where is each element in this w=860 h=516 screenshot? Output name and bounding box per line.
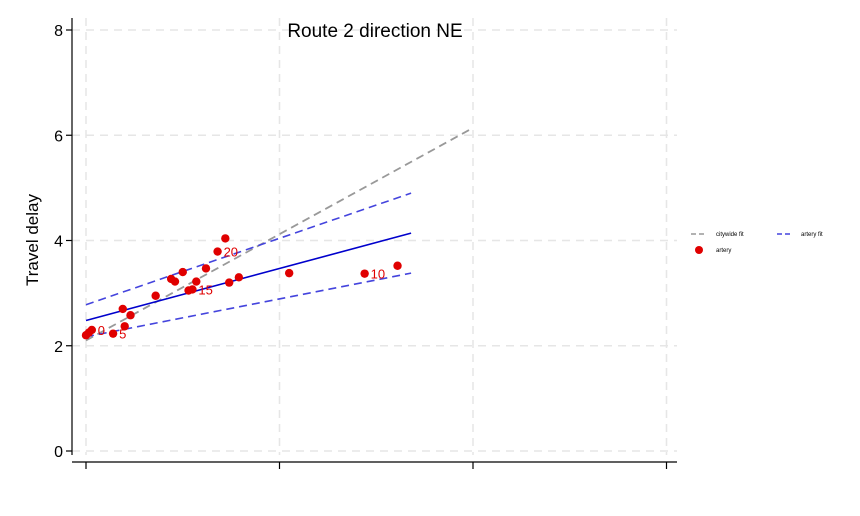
artery-point-9 xyxy=(170,277,180,286)
point-label-2: 15 xyxy=(198,282,212,297)
artery-point-13 xyxy=(192,277,201,286)
artery-point-20 xyxy=(360,269,369,278)
artery-point-12 xyxy=(188,285,197,294)
y-tick-label-8: 8 xyxy=(54,23,63,40)
citywide-fit-line xyxy=(85,127,474,342)
artery-ci-lower-line xyxy=(85,272,412,338)
point-label-3: 20 xyxy=(224,245,238,260)
artery-ci-upper-line xyxy=(85,192,412,306)
artery-point-5 xyxy=(120,322,129,331)
y-tick-label-4: 4 xyxy=(54,234,63,251)
artery-point-4 xyxy=(118,304,127,314)
y-tick-label-6: 6 xyxy=(54,128,63,145)
chart-title: Route 2 direction NE xyxy=(287,21,462,42)
artery-point-17 xyxy=(224,278,234,287)
artery-point-10 xyxy=(178,267,187,277)
artery-point-18 xyxy=(234,273,244,282)
artery-point-14 xyxy=(201,264,211,273)
artery-point-3 xyxy=(108,329,118,338)
artery-point-7 xyxy=(151,291,160,300)
legend-artery-swatch xyxy=(695,246,703,254)
axes xyxy=(71,18,677,463)
grid xyxy=(72,18,677,455)
artery-point-2 xyxy=(87,325,97,335)
artery-point-6 xyxy=(126,311,135,320)
artery-point-19 xyxy=(284,268,294,278)
artery-point-15 xyxy=(213,247,222,256)
point-label-1: 5 xyxy=(119,327,126,342)
point-label-0: 0 xyxy=(98,323,105,338)
point-label-4: 10 xyxy=(371,267,385,282)
legend: citywide fit artery fit artery xyxy=(691,232,823,254)
y-tick-label-2: 2 xyxy=(54,339,63,356)
y-tick-label-0: 0 xyxy=(54,444,63,461)
fit-lines xyxy=(85,127,474,342)
point-labels: 0 5 15 20 10 xyxy=(98,245,385,342)
legend-citywide-fit-label: citywide fit xyxy=(716,232,744,238)
ticks: 0 2 4 6 8 xyxy=(54,23,668,469)
y-axis-label: Travel delay xyxy=(23,194,42,286)
artery-fit-line xyxy=(85,232,412,322)
artery-point-16 xyxy=(221,234,230,243)
artery-point-21 xyxy=(393,261,402,270)
legend-artery-label: artery xyxy=(716,248,731,254)
artery-points xyxy=(81,234,402,340)
legend-artery-fit-label: artery fit xyxy=(801,232,823,238)
